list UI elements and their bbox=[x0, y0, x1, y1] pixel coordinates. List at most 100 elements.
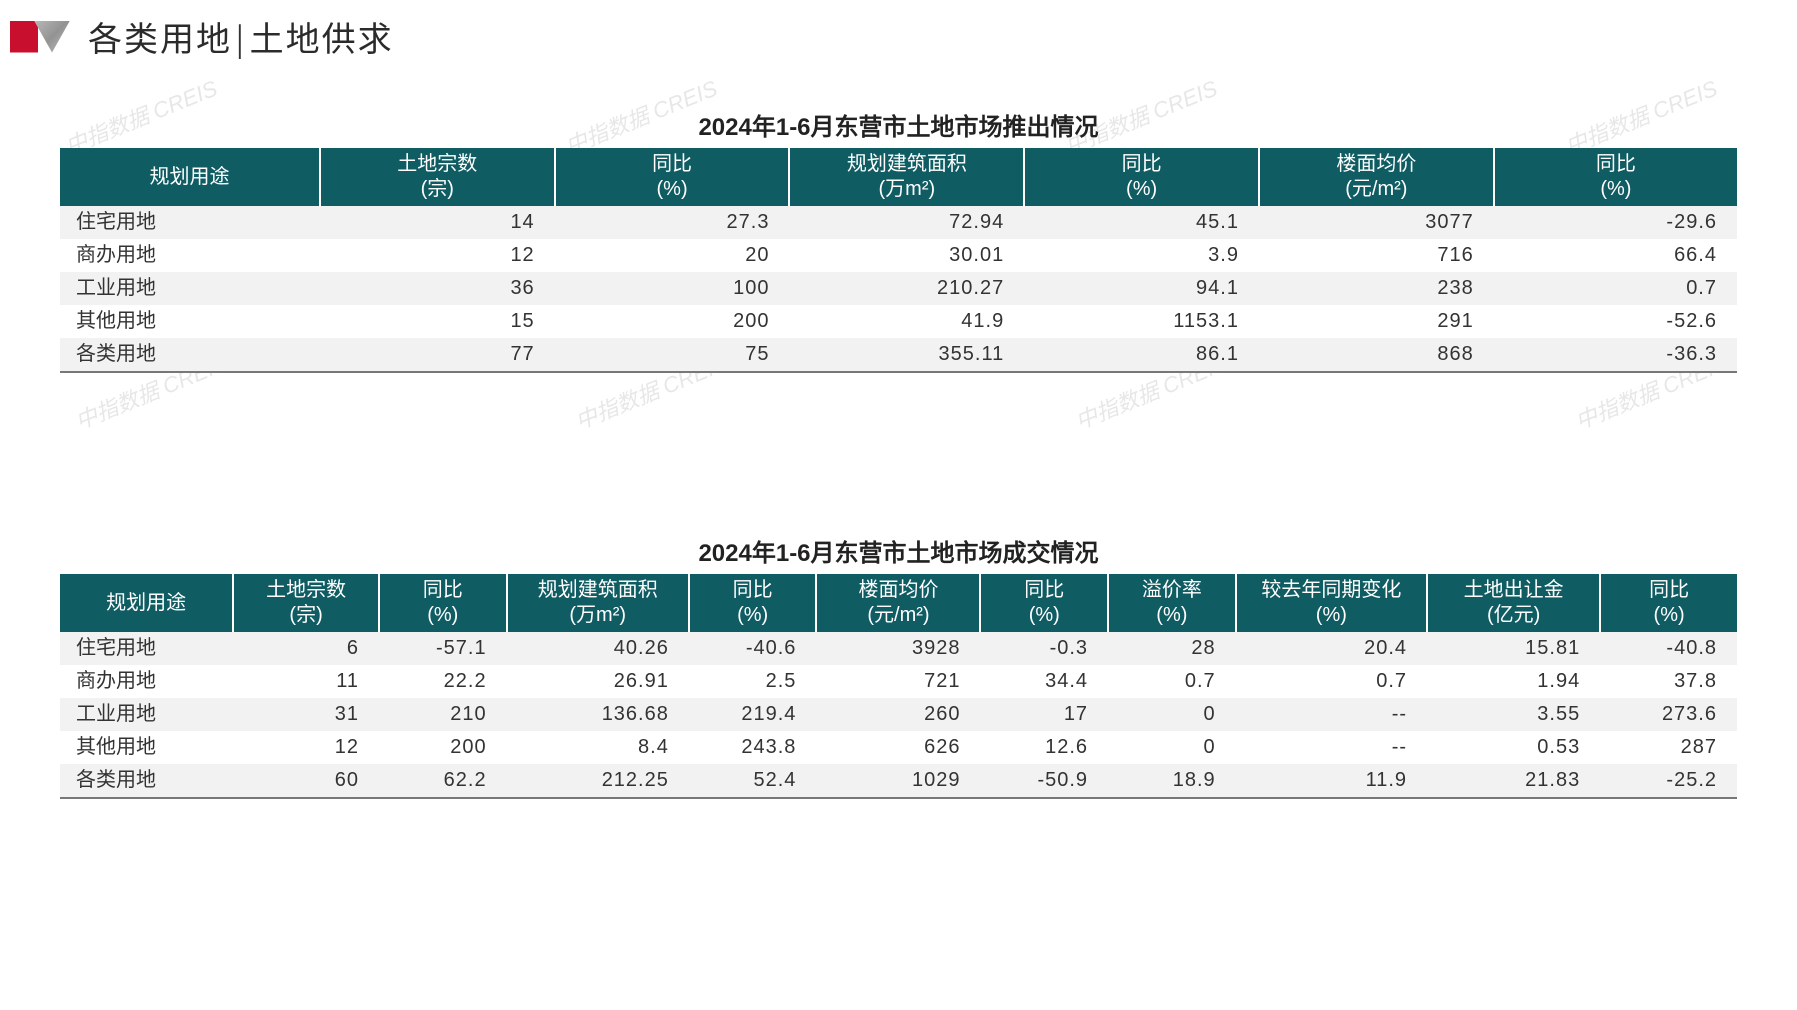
cell-value: 273.6 bbox=[1600, 698, 1737, 731]
row-label: 各类用地 bbox=[60, 338, 320, 372]
cell-value: 75 bbox=[555, 338, 790, 372]
deal-table: 规划用途土地宗数(宗)同比(%)规划建筑面积(万m²)同比(%)楼面均价(元/m… bbox=[60, 574, 1737, 799]
row-label: 住宅用地 bbox=[60, 206, 320, 239]
cell-value: -0.3 bbox=[980, 632, 1108, 665]
cell-value: 3.9 bbox=[1024, 239, 1259, 272]
cell-value: 12.6 bbox=[980, 731, 1108, 764]
cell-value: -- bbox=[1236, 731, 1427, 764]
cell-value: 86.1 bbox=[1024, 338, 1259, 372]
cell-value: 12 bbox=[320, 239, 555, 272]
cell-value: 30.01 bbox=[789, 239, 1024, 272]
title-right: 土地供求 bbox=[250, 12, 394, 61]
cell-value: -50.9 bbox=[980, 764, 1108, 798]
table-row: 各类用地6062.2212.2552.41029-50.918.911.921.… bbox=[60, 764, 1737, 798]
cell-value: 18.9 bbox=[1108, 764, 1236, 798]
cell-value: 0.7 bbox=[1236, 665, 1427, 698]
cell-value: 77 bbox=[320, 338, 555, 372]
table-row: 商办用地122030.013.971666.4 bbox=[60, 239, 1737, 272]
cell-value: 52.4 bbox=[689, 764, 817, 798]
cell-value: -29.6 bbox=[1494, 206, 1737, 239]
cell-value: 0.7 bbox=[1108, 665, 1236, 698]
page-header: 各类用地 | 土地供求 bbox=[0, 0, 1797, 61]
cell-value: 11 bbox=[233, 665, 379, 698]
cell-value: 21.83 bbox=[1427, 764, 1600, 798]
cell-value: 0 bbox=[1108, 698, 1236, 731]
cell-value: 31 bbox=[233, 698, 379, 731]
cell-value: 15.81 bbox=[1427, 632, 1600, 665]
cell-value: 291 bbox=[1259, 305, 1494, 338]
column-header: 规划用途 bbox=[60, 148, 320, 206]
logo-gray-shape bbox=[34, 21, 70, 53]
cell-value: 3928 bbox=[816, 632, 980, 665]
cell-value: 34.4 bbox=[980, 665, 1108, 698]
cell-value: 22.2 bbox=[379, 665, 507, 698]
row-label: 其他用地 bbox=[60, 731, 233, 764]
cell-value: -36.3 bbox=[1494, 338, 1737, 372]
cell-value: 11.9 bbox=[1236, 764, 1427, 798]
cell-value: 212.25 bbox=[507, 764, 689, 798]
cell-value: 355.11 bbox=[789, 338, 1024, 372]
cell-value: 3.55 bbox=[1427, 698, 1600, 731]
column-header: 同比(%) bbox=[1024, 148, 1259, 206]
cell-value: 37.8 bbox=[1600, 665, 1737, 698]
row-label: 工业用地 bbox=[60, 698, 233, 731]
column-header: 楼面均价(元/m²) bbox=[1259, 148, 1494, 206]
row-label: 商办用地 bbox=[60, 239, 320, 272]
table-row: 其他用地122008.4243.862612.60--0.53287 bbox=[60, 731, 1737, 764]
column-header: 规划建筑面积(万m²) bbox=[789, 148, 1024, 206]
column-header: 同比(%) bbox=[1600, 574, 1737, 632]
cell-value: 14 bbox=[320, 206, 555, 239]
column-header: 土地宗数(宗) bbox=[233, 574, 379, 632]
row-label: 工业用地 bbox=[60, 272, 320, 305]
cell-value: 1.94 bbox=[1427, 665, 1600, 698]
cell-value: 238 bbox=[1259, 272, 1494, 305]
cell-value: 1029 bbox=[816, 764, 980, 798]
cell-value: 40.26 bbox=[507, 632, 689, 665]
cell-value: 210.27 bbox=[789, 272, 1024, 305]
cell-value: 136.68 bbox=[507, 698, 689, 731]
column-header: 同比(%) bbox=[689, 574, 817, 632]
column-header: 同比(%) bbox=[555, 148, 790, 206]
cell-value: 20.4 bbox=[1236, 632, 1427, 665]
cell-value: 72.94 bbox=[789, 206, 1024, 239]
cell-value: 210 bbox=[379, 698, 507, 731]
table-row: 商办用地1122.226.912.572134.40.70.71.9437.8 bbox=[60, 665, 1737, 698]
cell-value: 2.5 bbox=[689, 665, 817, 698]
supply-table: 规划用途土地宗数(宗)同比(%)规划建筑面积(万m²)同比(%)楼面均价(元/m… bbox=[60, 148, 1737, 373]
cell-value: 17 bbox=[980, 698, 1108, 731]
cell-value: -- bbox=[1236, 698, 1427, 731]
cell-value: 716 bbox=[1259, 239, 1494, 272]
column-header: 规划建筑面积(万m²) bbox=[507, 574, 689, 632]
cell-value: 36 bbox=[320, 272, 555, 305]
table-row: 工业用地36100210.2794.12380.7 bbox=[60, 272, 1737, 305]
row-label: 其他用地 bbox=[60, 305, 320, 338]
cell-value: 626 bbox=[816, 731, 980, 764]
column-header: 楼面均价(元/m²) bbox=[816, 574, 980, 632]
cell-value: 0 bbox=[1108, 731, 1236, 764]
cell-value: 60 bbox=[233, 764, 379, 798]
cell-value: -25.2 bbox=[1600, 764, 1737, 798]
page-title: 各类用地 | 土地供求 bbox=[88, 12, 394, 61]
title-left: 各类用地 bbox=[88, 12, 232, 61]
title-separator: | bbox=[236, 17, 246, 61]
column-header: 土地出让金(亿元) bbox=[1427, 574, 1600, 632]
cell-value: 94.1 bbox=[1024, 272, 1259, 305]
section-supply: 2024年1-6月东营市土地市场推出情况 规划用途土地宗数(宗)同比(%)规划建… bbox=[0, 107, 1797, 373]
cell-value: 45.1 bbox=[1024, 206, 1259, 239]
brand-logo bbox=[10, 21, 70, 53]
column-header: 规划用途 bbox=[60, 574, 233, 632]
logo-red-shape bbox=[10, 21, 38, 53]
column-header: 较去年同期变化(%) bbox=[1236, 574, 1427, 632]
row-label: 各类用地 bbox=[60, 764, 233, 798]
table-row: 工业用地31210136.68219.4260170--3.55273.6 bbox=[60, 698, 1737, 731]
cell-value: 868 bbox=[1259, 338, 1494, 372]
cell-value: -57.1 bbox=[379, 632, 507, 665]
cell-value: 6 bbox=[233, 632, 379, 665]
column-header: 土地宗数(宗) bbox=[320, 148, 555, 206]
row-label: 商办用地 bbox=[60, 665, 233, 698]
column-header: 溢价率(%) bbox=[1108, 574, 1236, 632]
cell-value: 12 bbox=[233, 731, 379, 764]
cell-value: 200 bbox=[379, 731, 507, 764]
cell-value: 28 bbox=[1108, 632, 1236, 665]
table-row: 其他用地1520041.91153.1291-52.6 bbox=[60, 305, 1737, 338]
